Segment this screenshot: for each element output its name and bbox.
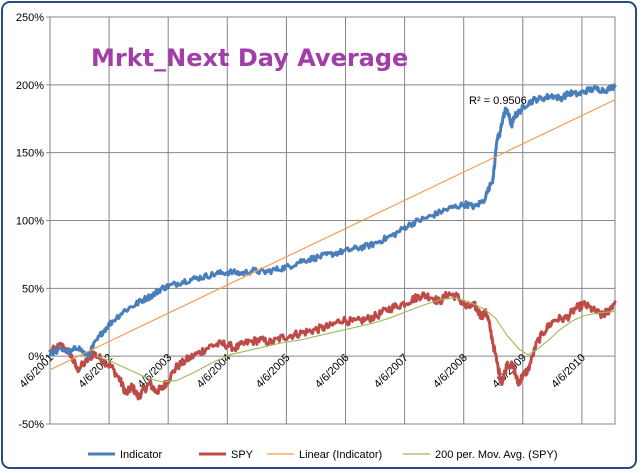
y-tick-label: 0% xyxy=(28,351,44,363)
chart-title: Mrkt_Next Day Average xyxy=(91,44,408,72)
series-line-indicator xyxy=(48,83,617,359)
legend-label: SPY xyxy=(231,449,254,461)
series-line-spy xyxy=(48,290,617,401)
y-axis: 250% 200% 150% 100% 50% 0% -50% xyxy=(16,12,50,431)
legend-label: Indicator xyxy=(120,449,163,461)
legend-label: Linear (Indicator) xyxy=(299,449,382,461)
series-line-200-per-mov-avg-spy xyxy=(96,297,616,383)
legend-label: 200 per. Mov. Avg. (SPY) xyxy=(435,449,558,461)
series-line-linear-indicator xyxy=(49,99,616,371)
y-tick-label: 50% xyxy=(22,283,44,295)
grid-lines xyxy=(49,16,616,425)
chart-canvas: 250%200%150%100%50%0%-50% 4/6/2001 4/6/20… xyxy=(16,12,617,461)
r-squared-annotation: R² = 0.9506 xyxy=(469,95,527,107)
y-tick-label: 100% xyxy=(16,216,44,228)
y-tick-label: -50% xyxy=(18,419,44,431)
legend: Indicator SPY Linear (Indicator) 200 per. M… xyxy=(88,449,558,461)
y-tick-label: 150% xyxy=(16,148,44,160)
series-group xyxy=(48,83,617,401)
y-tick-label: 200% xyxy=(16,80,44,92)
y-tick-label: 250% xyxy=(16,12,44,24)
